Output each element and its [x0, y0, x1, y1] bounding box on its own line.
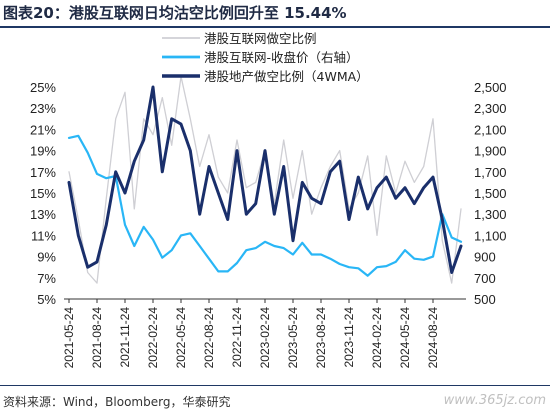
legend-label: 港股互联网做空比例 [204, 31, 317, 46]
x-tick-label: 2021-05-24 [62, 307, 76, 369]
y-left-tick-label: 25% [30, 80, 56, 95]
y-left-tick-label: 9% [37, 250, 56, 265]
y-left-tick-label: 13% [30, 207, 56, 222]
legend-label: 港股互联网-收盘价（右轴） [204, 50, 359, 65]
y-right-axis: 2,500 2,300 2,100 1,900 1,700 1,500 1,300 1,100… [474, 80, 507, 307]
y-right-tick-label: 1,900 [474, 144, 507, 159]
figure-title: 图表20：港股互联网日均沽空比例回升至 15.44% [3, 4, 347, 22]
y-right-tick-label: 500 [474, 292, 496, 307]
y-left-tick-label: 7% [37, 271, 56, 286]
x-tick-label: 2021-08-24 [90, 307, 104, 369]
y-right-tick-label: 1,100 [474, 228, 507, 243]
x-tick-label: 2023-05-24 [286, 307, 300, 369]
y-right-tick-label: 1,300 [474, 207, 507, 222]
x-axis: 2021-05-24 2021-08-24 2021-11-24 2022-02-24… [62, 299, 440, 368]
x-tick-label: 2023-02-24 [258, 307, 272, 369]
y-right-tick-label: 1,500 [474, 186, 507, 201]
y-left-tick-label: 19% [30, 144, 56, 159]
watermark: www.365jz.com [443, 393, 546, 408]
x-tick-label: 2021-11-24 [118, 307, 132, 368]
y-left-tick-label: 5% [37, 292, 56, 307]
y-right-tick-label: 2,100 [474, 122, 507, 137]
y-left-tick-label: 17% [30, 165, 56, 180]
title-rule [0, 26, 550, 28]
series-line-2 [67, 134, 463, 277]
source-note: 资料来源：Wind，Bloomberg，华泰研究 [3, 395, 231, 409]
legend-label: 港股地产做空比例（4WMA） [204, 69, 369, 84]
line-chart: 25% 23% 21% 19% 17% 15% 13% 11% 9% 7% 5% 2,500 2,30… [30, 31, 507, 368]
y-left-tick-label: 11% [31, 228, 56, 243]
x-tick-label: 2024-05-24 [398, 307, 412, 369]
y-right-tick-label: 2,500 [474, 80, 507, 95]
series-layer [67, 75, 463, 284]
y-left-axis: 25% 23% 21% 19% 17% 15% 13% 11% 9% 7% 5% [30, 80, 56, 307]
x-tick-label: 2022-05-24 [174, 307, 188, 369]
y-left-tick-label: 15% [30, 186, 56, 201]
y-left-tick-label: 23% [30, 101, 56, 116]
series-line-3 [67, 85, 463, 274]
x-tick-label: 2023-11-24 [342, 307, 356, 368]
x-tick-label: 2023-08-24 [314, 307, 328, 369]
x-tick-label: 2022-02-24 [146, 307, 160, 369]
x-tick-label: 2022-08-24 [202, 307, 216, 369]
x-tick-label: 2024-02-24 [370, 307, 384, 369]
y-right-tick-label: 700 [474, 271, 496, 286]
bottom-rule [0, 385, 550, 386]
y-right-tick-label: 2,300 [474, 101, 507, 116]
y-left-tick-label: 21% [30, 122, 56, 137]
y-right-tick-label: 1,700 [474, 165, 507, 180]
x-tick-label: 2022-11-24 [230, 307, 244, 368]
y-right-tick-label: 900 [474, 250, 496, 265]
x-tick-label: 2024-08-24 [426, 307, 440, 369]
